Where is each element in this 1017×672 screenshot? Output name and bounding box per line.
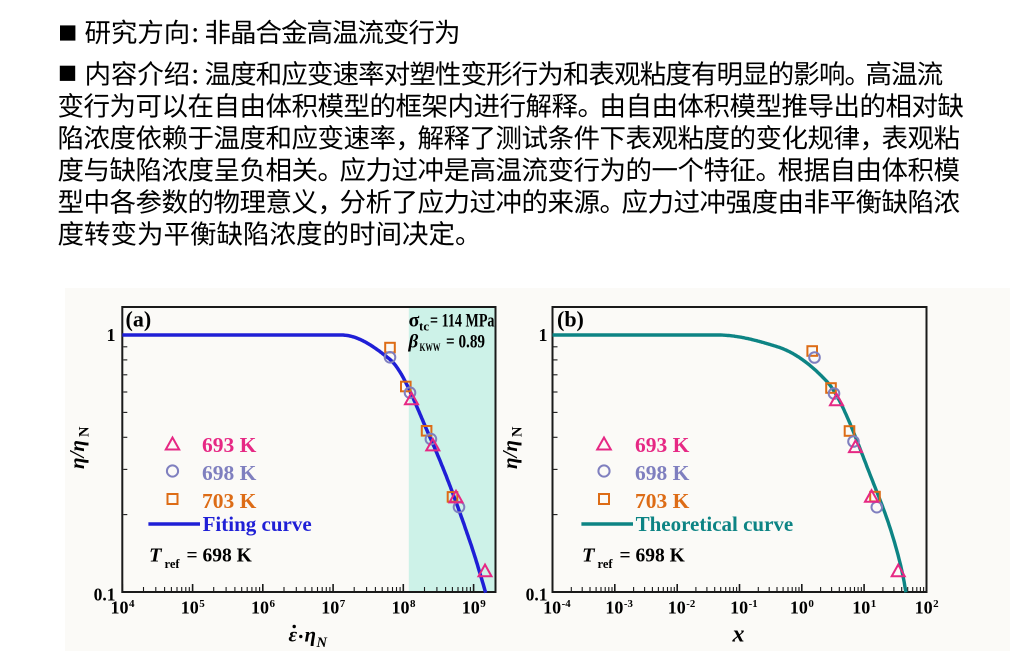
svg-text:0: 0 bbox=[808, 598, 814, 610]
svg-text:2: 2 bbox=[933, 598, 939, 610]
svg-text:N: N bbox=[316, 635, 328, 651]
svg-text:0.1: 0.1 bbox=[94, 585, 116, 605]
svg-text:693 K: 693 K bbox=[202, 433, 257, 457]
svg-text:10: 10 bbox=[605, 598, 623, 618]
svg-text:1: 1 bbox=[871, 598, 877, 610]
svg-text:σ: σ bbox=[409, 310, 420, 332]
svg-text:η/η: η/η bbox=[65, 440, 89, 469]
svg-text:T: T bbox=[582, 545, 596, 567]
svg-text:10: 10 bbox=[251, 598, 269, 618]
svg-text:-4: -4 bbox=[562, 598, 571, 610]
svg-text:KWW: KWW bbox=[420, 340, 441, 354]
svg-text:β: β bbox=[408, 332, 419, 353]
svg-text:8: 8 bbox=[410, 598, 416, 610]
svg-text:10: 10 bbox=[321, 598, 339, 618]
svg-text:tc: tc bbox=[419, 319, 429, 334]
svg-text:10: 10 bbox=[392, 598, 410, 618]
svg-text:10: 10 bbox=[111, 598, 129, 618]
svg-text:10: 10 bbox=[852, 598, 870, 618]
svg-text:ref: ref bbox=[165, 557, 181, 571]
svg-text:703 K: 703 K bbox=[635, 489, 690, 513]
svg-text:6: 6 bbox=[270, 598, 276, 610]
svg-text:x: x bbox=[732, 622, 745, 648]
svg-text:1: 1 bbox=[107, 325, 116, 345]
svg-text:693 K: 693 K bbox=[635, 433, 690, 457]
svg-text:10: 10 bbox=[462, 598, 480, 618]
svg-text:7: 7 bbox=[340, 598, 346, 610]
svg-text:= 114 MPa: = 114 MPa bbox=[430, 311, 495, 332]
svg-text:1: 1 bbox=[539, 325, 548, 345]
svg-text:10: 10 bbox=[543, 598, 561, 618]
svg-text:-2: -2 bbox=[686, 598, 695, 610]
svg-text:= 698 K: = 698 K bbox=[187, 546, 253, 567]
svg-text:10: 10 bbox=[790, 598, 808, 618]
svg-text:10: 10 bbox=[668, 598, 686, 618]
svg-text:-3: -3 bbox=[624, 598, 633, 610]
svg-text:(b): (b) bbox=[557, 307, 584, 332]
svg-text:(a): (a) bbox=[126, 307, 152, 332]
svg-text:Theoretical curve: Theoretical curve bbox=[636, 512, 794, 536]
svg-text:Fiting curve: Fiting curve bbox=[203, 512, 312, 536]
svg-text:5: 5 bbox=[199, 598, 205, 610]
svg-text:9: 9 bbox=[480, 598, 486, 610]
svg-text:10: 10 bbox=[915, 598, 933, 618]
svg-text:-1: -1 bbox=[749, 598, 758, 610]
svg-text:η/η: η/η bbox=[498, 440, 522, 469]
svg-text:T: T bbox=[149, 545, 163, 567]
svg-text:= 0.89: = 0.89 bbox=[446, 332, 485, 353]
svg-text:0.1: 0.1 bbox=[526, 585, 548, 605]
svg-text:703 K: 703 K bbox=[202, 489, 257, 513]
svg-text:ref: ref bbox=[598, 557, 614, 571]
svg-text:N: N bbox=[77, 426, 93, 437]
svg-text:4: 4 bbox=[129, 598, 135, 610]
svg-text:N: N bbox=[510, 426, 526, 437]
svg-text:698 K: 698 K bbox=[635, 461, 690, 485]
svg-text:10: 10 bbox=[730, 598, 748, 618]
svg-text:698 K: 698 K bbox=[202, 461, 257, 485]
svg-text:ε: ε bbox=[289, 623, 298, 647]
svg-text:10: 10 bbox=[181, 598, 199, 618]
svg-text:η: η bbox=[305, 623, 317, 647]
svg-text:= 698 K: = 698 K bbox=[620, 546, 686, 567]
